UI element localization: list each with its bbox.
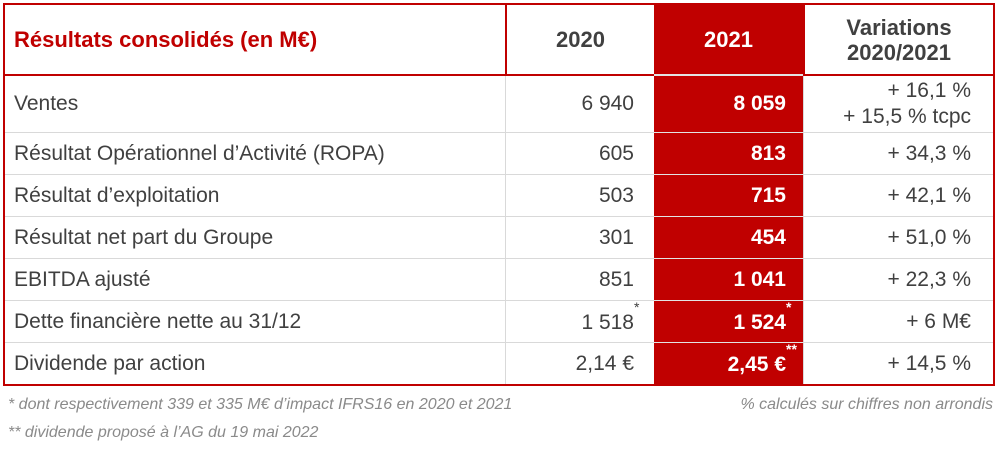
table-row: EBITDA ajusté 851 1 041 + 22,3 % [5,258,993,300]
footnote-star: * dont respectivement 339 et 335 M€ d’im… [8,396,513,413]
cell-2021-value: 2,45 €** [654,341,803,384]
cell-2020-value: 851 [505,258,654,300]
results-table: Résultats consolidés (en M€) 2020 2021 V… [3,3,995,386]
cell-variation: + 16,1 % + 15,5 % tcpc [803,76,993,132]
value-2020: 503 [598,183,634,207]
value-2021: 2,45 € [727,353,786,376]
cell-2020-value: 301 [505,216,654,258]
table-title: Résultats consolidés (en M€) [5,5,505,76]
cell-2020-value: 503 [505,174,654,216]
cell-2021-value: 1 524* [654,299,803,342]
cell-2020-value: 2,14 € [505,342,654,384]
value-2020: 6 940 [581,92,634,115]
cell-2021-value: 1 041 [654,258,803,300]
table-row: Dividende par action 2,14 € 2,45 €** + 1… [5,341,993,384]
table-row: Résultat net part du Groupe 301 454 + 51… [5,216,993,258]
cell-variation: + 6 M€ [803,300,993,342]
column-header-2020: 2020 [505,5,654,76]
cell-2020-value: 1 518* [505,299,654,342]
column-header-2021: 2021 [654,5,803,76]
value-2021: 1 041 [733,267,786,291]
value-2021: 813 [750,141,786,165]
row-label: Dette financière nette au 31/12 [5,300,505,342]
cell-variation: + 42,1 % [803,174,993,216]
value-2021: 1 524 [733,311,786,334]
variations-header-line2: 2020/2021 [847,39,951,65]
cell-2020-value: 6 940 [505,76,654,132]
table-row: Ventes 6 940 8 059 + 16,1 % + 15,5 % tcp… [5,76,993,132]
table-row: Résultat Opérationnel d’Activité (ROPA) … [5,132,993,174]
cell-variation: + 14,5 % [803,342,993,384]
row-label: Résultat Opérationnel d’Activité (ROPA) [5,132,505,174]
variation-line1: + 14,5 % [887,351,971,375]
row-label: Résultat d’exploitation [5,174,505,216]
value-2020: 2,14 € [575,351,634,375]
footnote-double-star: ** dividende proposé à l’AG du 19 mai 20… [8,424,319,441]
row-label: Résultat net part du Groupe [5,216,505,258]
value-2021: 454 [750,225,786,249]
cell-2021-value: 454 [654,216,803,258]
cell-variation: + 51,0 % [803,216,993,258]
variation-line1: + 51,0 % [887,225,971,249]
row-label: Ventes [14,92,79,115]
value-2021: 8 059 [733,92,786,115]
table-row: Dette financière nette au 31/12 1 518* 1… [5,299,993,342]
table-row: Résultat d’exploitation 503 715 + 42,1 % [5,174,993,216]
column-header-variations: Variations 2020/2021 [803,5,993,76]
variation-line1: + 6 M€ [906,309,971,333]
value-2020: 605 [598,141,634,165]
variation-line1: + 42,1 % [887,183,971,207]
variations-header-line1: Variations [846,14,952,40]
value-2020: 851 [598,267,634,291]
variation-line1: + 34,3 % [887,141,971,165]
row-label: EBITDA ajusté [5,258,505,300]
cell-2021-value: 8 059 [654,76,803,132]
table-header-row: Résultats consolidés (en M€) 2020 2021 V… [5,5,993,76]
cell-2020-value: 605 [505,132,654,174]
value-2021: 715 [750,183,786,207]
cell-2021-value: 813 [654,132,803,174]
cell-variation: + 22,3 % [803,258,993,300]
footnote-rounding: % calculés sur chiffres non arrondis [740,396,993,413]
footnotes: * dont respectivement 339 et 335 M€ d’im… [8,396,993,442]
variation-line2: + 15,5 % tcpc [843,105,971,128]
cell-variation: + 34,3 % [803,132,993,174]
variation-line1: + 16,1 % [887,79,971,102]
variation-line1: + 22,3 % [887,267,971,291]
cell-2021-value: 715 [654,174,803,216]
table-body: Ventes 6 940 8 059 + 16,1 % + 15,5 % tcp… [5,76,993,384]
value-2020: 301 [598,225,634,249]
value-2020: 1 518 [581,311,634,334]
row-label: Dividende par action [5,342,505,384]
